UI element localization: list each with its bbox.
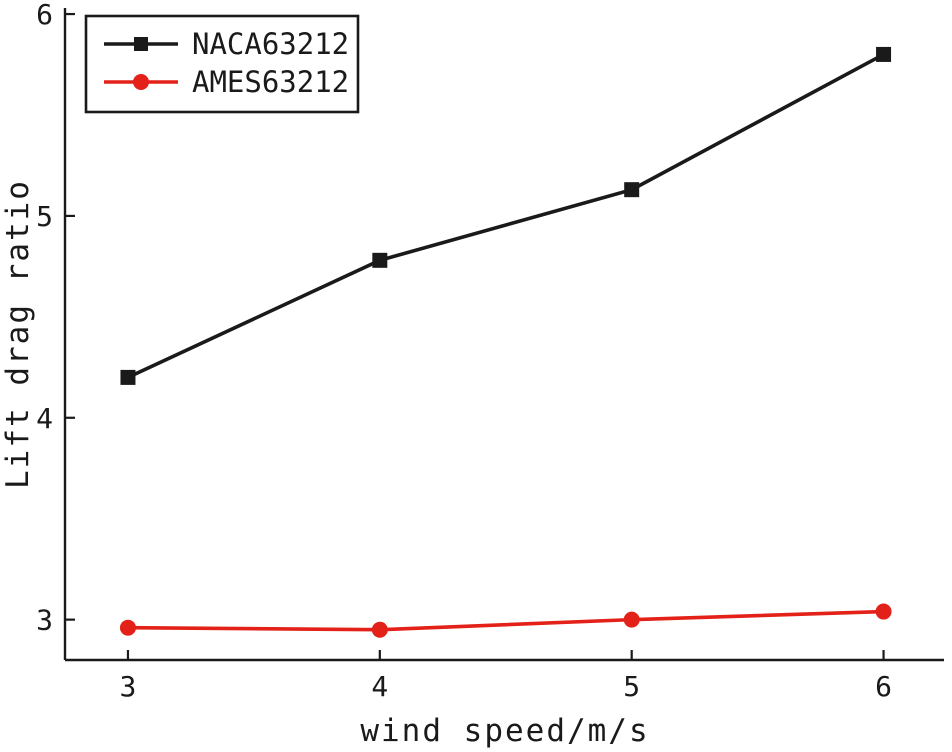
- x-tick-label: 4: [371, 670, 388, 703]
- y-tick-label: 6: [36, 0, 53, 31]
- marker-NACA63212-3: [120, 369, 136, 385]
- legend-marker-NACA63212: [134, 37, 148, 51]
- marker-NACA63212-5: [624, 182, 640, 198]
- marker-NACA63212-6: [876, 46, 892, 62]
- series-line-AMES63212: [127, 609, 884, 632]
- x-tick-label: 5: [623, 670, 640, 703]
- y-axis-title: Lift drag ratio: [0, 179, 36, 489]
- y-tick-label: 4: [36, 402, 53, 435]
- y-tick-label: 3: [36, 604, 53, 637]
- marker-AMES63212-4: [371, 621, 388, 638]
- legend-label: AMES63212: [192, 65, 349, 99]
- x-tick-label: 3: [120, 670, 137, 703]
- legend: NACA63212 AMES63212: [84, 14, 360, 114]
- series-line-NACA63212: [127, 52, 885, 380]
- marker-NACA63212-4: [372, 252, 388, 268]
- y-tick-label: 5: [36, 200, 53, 233]
- x-tick-label: 6: [875, 670, 892, 703]
- legend-box: [84, 14, 360, 114]
- x-axis-title: wind speed/m/s: [360, 713, 649, 749]
- marker-AMES63212-3: [119, 619, 136, 636]
- series-layer: [119, 46, 892, 638]
- legend-marker-AMES63212: [133, 74, 149, 90]
- legend-label: NACA63212: [192, 27, 349, 61]
- marker-AMES63212-5: [623, 611, 640, 628]
- marker-AMES63212-6: [875, 603, 892, 620]
- axes-layer: 3 4 5 6 3 4 5 6: [36, 0, 944, 703]
